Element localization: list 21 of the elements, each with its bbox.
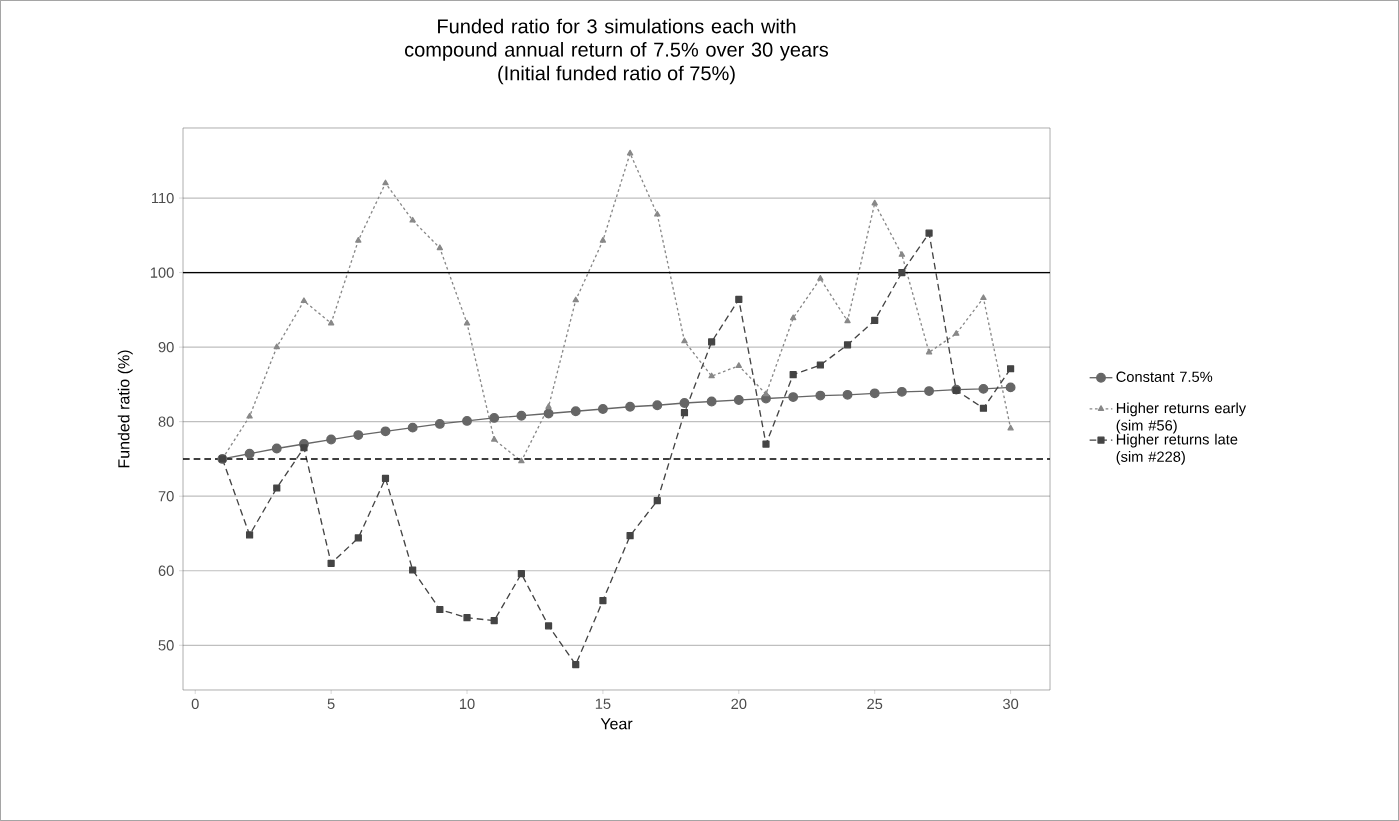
x-tick-label: 15 (595, 698, 611, 709)
x-tick-label: 30 (1003, 698, 1019, 710)
x-tick-label: 0 (191, 698, 199, 710)
x-tick-label: 20 (731, 698, 747, 710)
chart-subtitle: (Initial funded ratio of 75%) (498, 65, 735, 85)
y-tick-label: 90 (158, 341, 174, 353)
legend-label: Higher returns late (sim #228) (1116, 433, 1238, 465)
legend-label: Higher returns early (sim #56) (1116, 402, 1247, 434)
legend-label: Constant 7.5% (1116, 371, 1213, 382)
y-tick-label: 70 (158, 491, 174, 502)
x-tick-label: 10 (459, 698, 475, 710)
y-axis-title: Funded ratio (%) (117, 350, 133, 468)
x-axis-title: Year (600, 718, 633, 730)
x-tick-label: 25 (867, 698, 883, 710)
y-tick-label: 100 (150, 267, 174, 278)
x-tick-label: 5 (327, 698, 335, 709)
y-tick-label: 80 (158, 416, 174, 427)
y-tick-label: 50 (158, 640, 174, 651)
y-tick-label: 110 (152, 192, 174, 204)
chart-title: Funded ratio for 3 simulations each with compound annual return of 7.5% over 30 years (405, 18, 829, 61)
y-tick-label: 60 (158, 565, 174, 576)
